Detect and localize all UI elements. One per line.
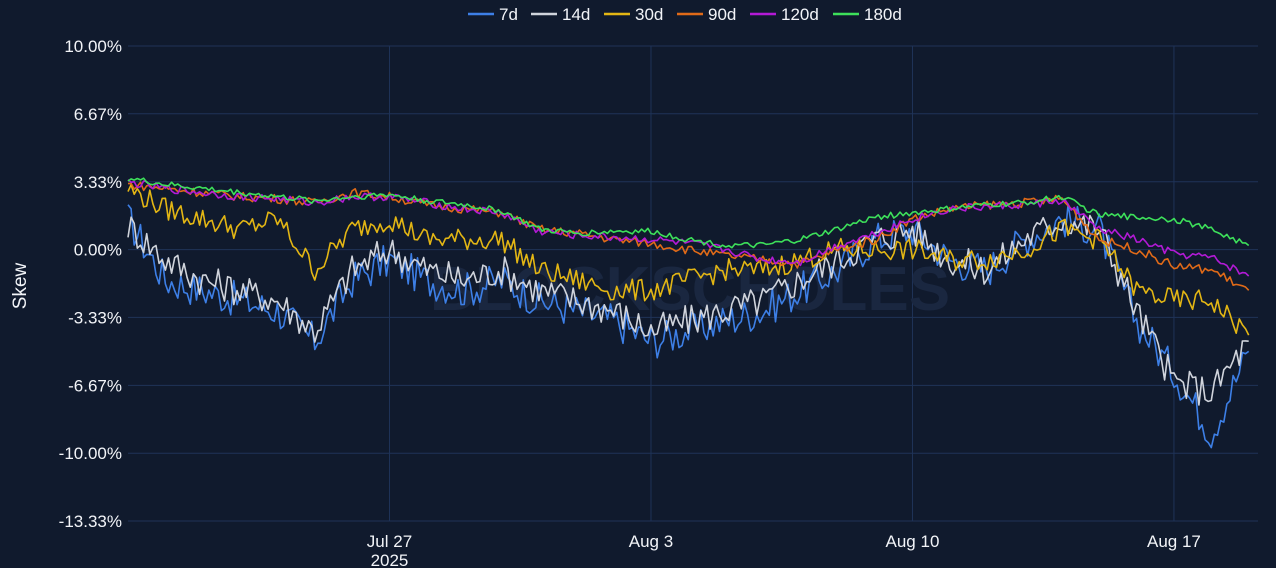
legend-label: 30d [635, 5, 663, 24]
legend-label: 14d [562, 5, 590, 24]
legend-label: 90d [708, 5, 736, 24]
x-tick-label: Aug 3 [629, 532, 673, 551]
legend-item-30d[interactable]: 30d [604, 5, 663, 24]
series-line-180d [127, 177, 1250, 249]
y-tick-label: -6.67% [68, 376, 122, 395]
series-line-14d [127, 214, 1249, 406]
grid-lines [128, 45, 1258, 522]
legend[interactable]: 7d 14d 30d 90d 120d 180d [468, 5, 902, 24]
legend-label: 120d [781, 5, 819, 24]
legend-label: 180d [864, 5, 902, 24]
legend-item-14d[interactable]: 14d [531, 5, 590, 24]
x-tick-label: Aug 10 [886, 532, 940, 551]
y-axis-title: Skew [10, 262, 31, 309]
y-tick-label: -13.33% [59, 512, 122, 531]
legend-item-120d[interactable]: 120d [750, 5, 819, 24]
y-tick-label: -3.33% [68, 308, 122, 327]
y-axis-ticks: 10.00% 6.67% 3.33% 0.00% -3.33% -6.67% -10.00%… [59, 37, 122, 531]
y-tick-label: -10.00% [59, 444, 122, 463]
y-tick-label: 6.67% [74, 105, 122, 124]
x-tick-label: Jul 27 [367, 532, 412, 551]
legend-item-180d[interactable]: 180d [833, 5, 902, 24]
y-tick-label: 10.00% [64, 37, 122, 56]
y-tick-label: 0.00% [74, 241, 122, 260]
series-line-30d [127, 183, 1250, 336]
y-tick-label: 3.33% [74, 173, 122, 192]
legend-item-90d[interactable]: 90d [677, 5, 736, 24]
x-tick-label: Aug 17 [1147, 532, 1201, 551]
series-lines [127, 177, 1250, 449]
legend-label: 7d [499, 5, 518, 24]
legend-item-7d[interactable]: 7d [468, 5, 518, 24]
x-tick-year-label: 2025 [371, 551, 409, 568]
